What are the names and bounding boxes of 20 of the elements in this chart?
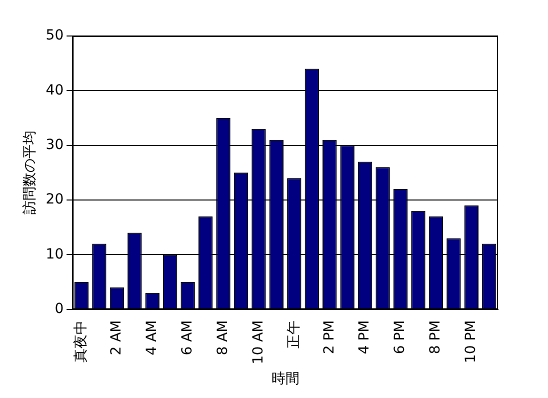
x-tick-label: 2 PM [321,320,338,354]
x-tick-label: 10 AM [250,320,266,364]
y-tick-label: 30 [46,136,64,153]
x-tick-label: 4 AM [144,320,160,356]
x-tick-label: 8 PM [428,320,444,354]
x-axis-title: 時間 [271,371,300,388]
y-tick-label: 20 [46,192,64,208]
x-tick-label: 2 AM [108,320,125,356]
x-tick-label: 8 AM [214,320,231,356]
y-tick-label: 40 [46,82,64,98]
x-tick-label: 6 PM [392,320,408,354]
x-tick-label: 6 AM [179,320,196,356]
y-tick-label: 0 [54,300,64,317]
x-tick-label: 真夜中 [73,320,90,362]
x-tick-label: 正午 [286,320,302,348]
y-tick-label: 10 [46,246,64,262]
x-tick-label: 10 PM [463,320,480,364]
y-tick-label: 50 [46,28,64,44]
y-axis-title: 訪問数の平均 [22,130,38,215]
x-tick-label: 4 PM [356,320,373,354]
